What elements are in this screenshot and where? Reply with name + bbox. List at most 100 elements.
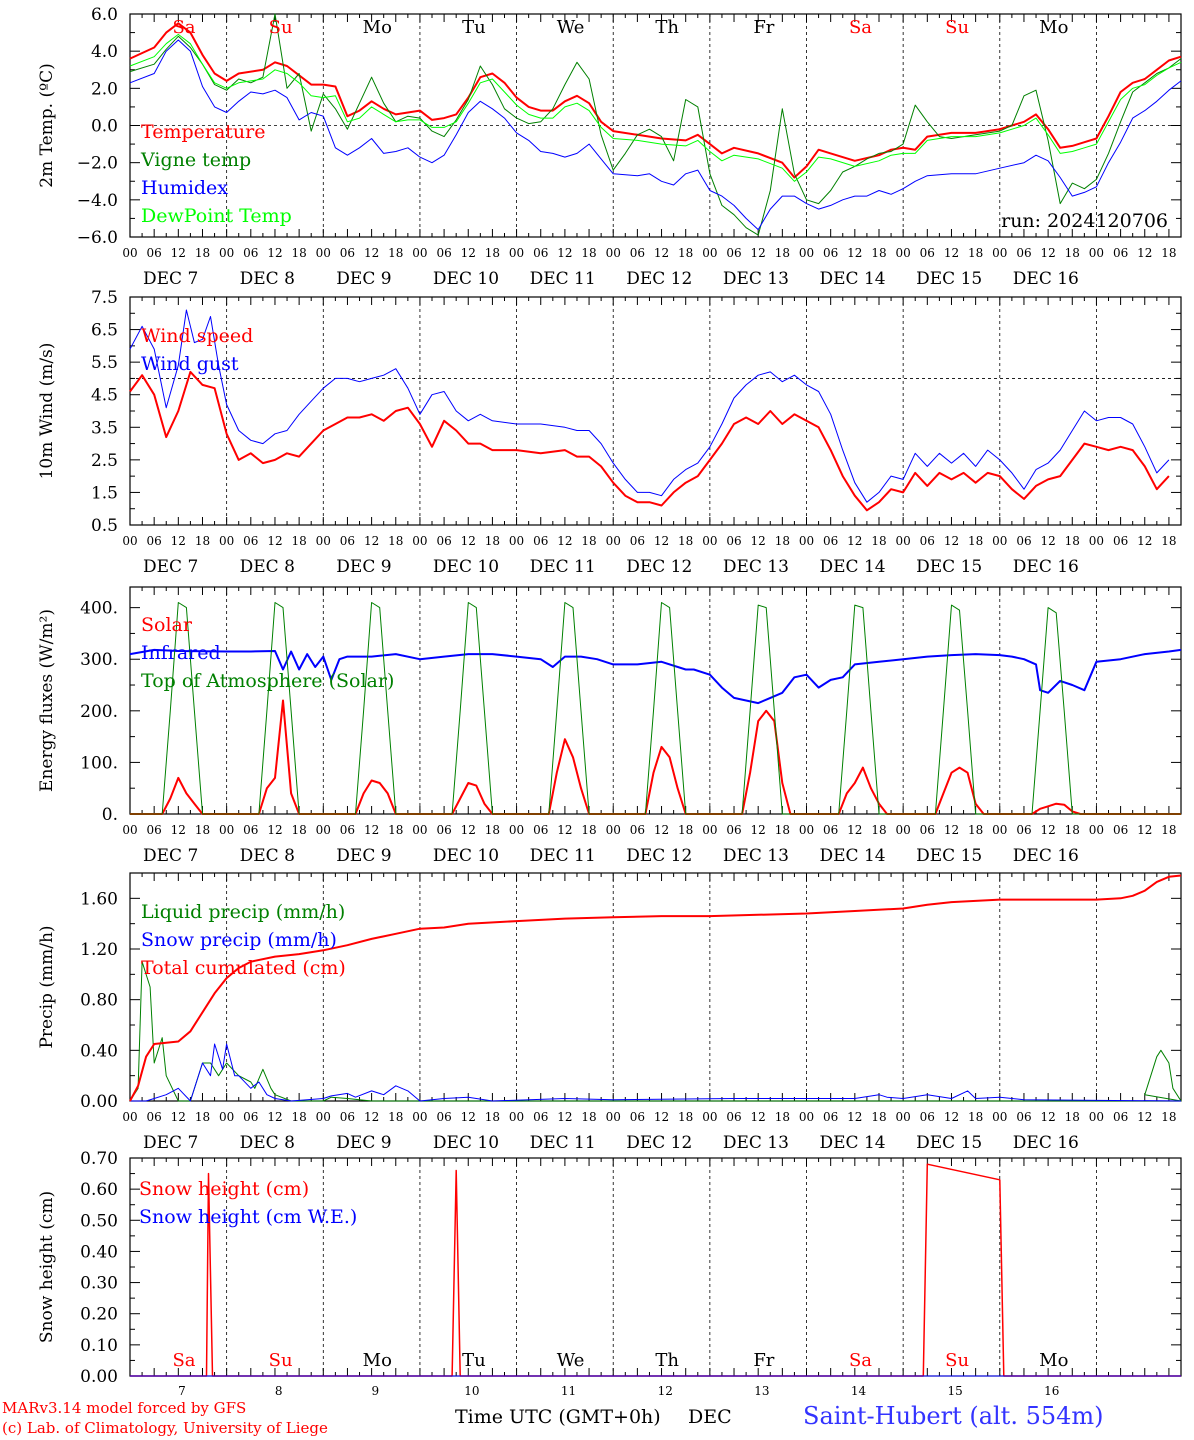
y-tick-label: 0.80 — [80, 991, 118, 1011]
hour-tick-label: 06 — [823, 823, 838, 837]
hour-tick-label: 12 — [654, 246, 669, 260]
hour-tick-label: 12 — [461, 534, 476, 548]
hour-tick-label: 06 — [823, 1110, 838, 1124]
day-number-label: 12 — [658, 1384, 673, 1398]
hour-tick-label: 06 — [726, 1110, 741, 1124]
hour-tick-label: 18 — [485, 1110, 500, 1124]
y-tick-label: −2.0 — [77, 154, 118, 174]
hour-tick-label: 18 — [871, 246, 886, 260]
y-axis-title: Precip (mm/h) — [37, 925, 57, 1048]
hour-tick-label: 06 — [630, 534, 645, 548]
panel-1: 6.0 4.0 2.0 0.0 −2.0 −4.0 −6.0 2m Temp. (ºC) Tem… — [37, 5, 1182, 289]
hour-tick-label: 06 — [920, 823, 935, 837]
weekday-label: Mo — [1039, 17, 1068, 38]
hour-tick-label: 18 — [775, 534, 790, 548]
hour-tick-label: 00 — [122, 534, 137, 548]
weekday-label: Su — [945, 17, 969, 38]
weekday-label: Sa — [172, 17, 195, 38]
date-label: DEC 7 — [143, 557, 198, 577]
y-tick-label: 400. — [80, 599, 118, 619]
hour-tick-label: 18 — [291, 1110, 306, 1124]
y-tick-label: 0.50 — [80, 1211, 118, 1231]
weekday-label: Su — [945, 1350, 969, 1371]
hour-tick-label: 00 — [219, 534, 234, 548]
hour-tick-label: 18 — [968, 823, 983, 837]
hour-tick-label: 18 — [775, 823, 790, 837]
hour-tick-label: 00 — [122, 1110, 137, 1124]
hour-tick-label: 00 — [606, 534, 621, 548]
series-line — [129, 961, 1182, 1102]
hour-tick-label: 12 — [171, 246, 186, 260]
panel-2: 7.5 6.5 5.5 4.5 3.5 2.5 1.5 0.5 10m Wind (m/s) Wi… — [37, 288, 1182, 577]
hour-tick-label: 12 — [847, 1110, 862, 1124]
hour-tick-label: 12 — [654, 823, 669, 837]
hour-tick-label: 18 — [485, 823, 500, 837]
hour-tick-label: 12 — [944, 823, 959, 837]
date-label: DEC 9 — [336, 1133, 391, 1153]
date-label: DEC 11 — [530, 846, 596, 866]
legend-entry: Solar — [141, 614, 193, 636]
hour-tick-label: 18 — [968, 534, 983, 548]
date-label: DEC 12 — [626, 557, 692, 577]
hour-tick-label: 12 — [171, 823, 186, 837]
date-label: DEC 13 — [723, 557, 789, 577]
y-tick-label: −6.0 — [77, 228, 118, 248]
hour-tick-label: 12 — [751, 246, 766, 260]
hour-tick-label: 00 — [412, 823, 427, 837]
y-tick-label: 1.20 — [80, 940, 118, 960]
weekday-label: Fr — [753, 17, 774, 38]
hour-tick-label: 18 — [581, 823, 596, 837]
weekday-label: Sa — [849, 1350, 872, 1371]
y-tick-label: 4.0 — [91, 42, 118, 62]
y-tick-label: 6.0 — [91, 5, 118, 25]
legend-entry: Humidex — [141, 177, 228, 199]
hour-tick-label: 18 — [291, 246, 306, 260]
hour-tick-label: 18 — [1161, 246, 1176, 260]
hour-tick-label: 00 — [316, 246, 331, 260]
hour-tick-label: 06 — [726, 246, 741, 260]
date-label: DEC 13 — [723, 846, 789, 866]
hour-tick-label: 12 — [1137, 823, 1152, 837]
hour-tick-label: 00 — [606, 1110, 621, 1124]
panel-5: 0.70 0.60 0.50 0.40 0.30 0.20 0.10 0.00 Snow hei… — [37, 1149, 1182, 1398]
date-label: DEC 12 — [626, 1133, 692, 1153]
legend-entry: Top of Atmosphere (Solar) — [141, 670, 394, 692]
series-line — [130, 602, 1181, 815]
hour-tick-label: 00 — [1089, 534, 1104, 548]
legend-entry: Wind speed — [141, 325, 253, 347]
hour-tick-label: 06 — [920, 534, 935, 548]
hour-tick-label: 12 — [751, 1110, 766, 1124]
hour-tick-label: 12 — [1137, 246, 1152, 260]
y-tick-label: 2.5 — [91, 451, 118, 471]
date-label: DEC 11 — [530, 557, 596, 577]
hour-tick-label: 18 — [1065, 246, 1080, 260]
hour-tick-label: 00 — [799, 823, 814, 837]
hour-tick-label: 12 — [267, 823, 282, 837]
date-label: DEC 7 — [143, 269, 198, 289]
date-label: DEC 14 — [820, 557, 886, 577]
hour-tick-label: 12 — [944, 246, 959, 260]
y-tick-label: 0.0 — [91, 117, 118, 137]
hour-tick-label: 18 — [871, 534, 886, 548]
hour-tick-label: 18 — [195, 1110, 210, 1124]
y-tick-label: 0.00 — [80, 1092, 118, 1112]
hour-tick-label: 06 — [243, 1110, 258, 1124]
hour-tick-label: 06 — [533, 534, 548, 548]
date-label: DEC 16 — [1013, 269, 1079, 289]
date-label: DEC 16 — [1013, 846, 1079, 866]
hour-tick-label: 06 — [533, 1110, 548, 1124]
hour-tick-label: 06 — [436, 1110, 451, 1124]
weekday-label: Su — [269, 17, 293, 38]
hour-tick-label: 12 — [847, 246, 862, 260]
hour-tick-label: 00 — [992, 534, 1007, 548]
hour-tick-label: 18 — [775, 1110, 790, 1124]
hour-tick-label: 00 — [896, 823, 911, 837]
hour-tick-label: 12 — [557, 246, 572, 260]
hour-tick-label: 00 — [509, 823, 524, 837]
hour-tick-label: 18 — [968, 1110, 983, 1124]
hour-tick-label: 06 — [147, 823, 162, 837]
hour-tick-label: 06 — [340, 246, 355, 260]
hour-tick-label: 00 — [896, 534, 911, 548]
y-tick-label: 1.5 — [91, 483, 118, 503]
hour-tick-label: 12 — [1040, 534, 1055, 548]
